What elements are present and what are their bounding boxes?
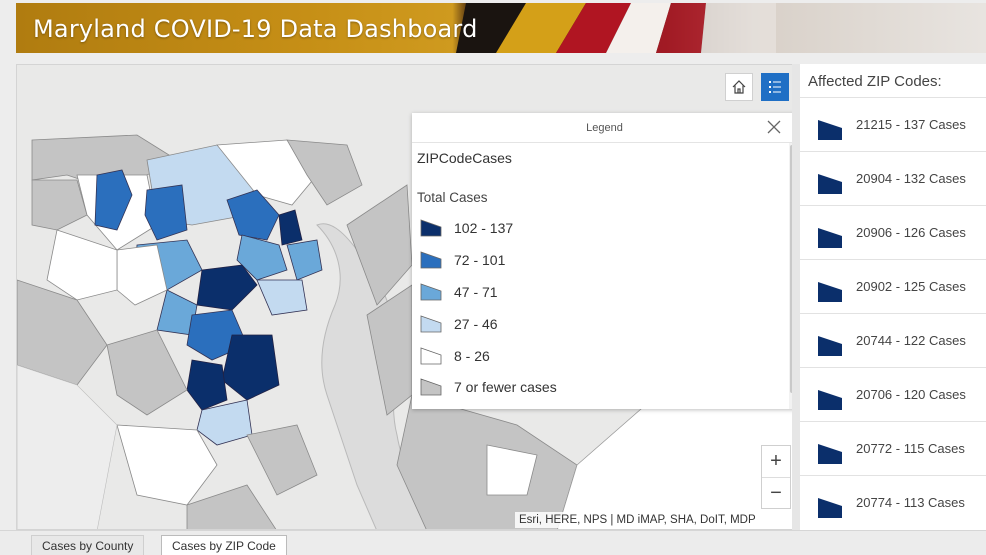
- legend-list-icon: [769, 81, 781, 93]
- legend-class-label: 27 - 46: [454, 316, 498, 332]
- list-item[interactable]: 20706 - 120 Cases: [800, 367, 986, 420]
- legend-title: Legend: [586, 122, 623, 134]
- list-item[interactable]: 20774 - 113 Cases: [800, 475, 986, 528]
- legend-header: Legend: [412, 113, 794, 143]
- legend-swatch: [420, 315, 442, 333]
- map-attribution: Esri, HERE, NPS | MD iMAP, SHA, DoIT, MD…: [515, 512, 760, 528]
- maryland-flag-graphic: [456, 3, 776, 53]
- list-item-label: 21215 - 137 Cases: [856, 116, 966, 132]
- legend-swatch: [420, 219, 442, 237]
- legend-swatch: [420, 251, 442, 269]
- legend-class: 47 - 71: [420, 281, 498, 303]
- legend-class-label: 102 - 137: [454, 220, 514, 236]
- home-icon: [732, 80, 746, 94]
- list-item[interactable]: 20744 - 122 Cases: [800, 313, 986, 366]
- list-item-label: 20706 - 120 Cases: [856, 386, 966, 402]
- legend-swatch: [420, 283, 442, 301]
- zip-marker-icon: [818, 174, 842, 194]
- zoom-control: + −: [761, 445, 791, 509]
- list-item-label: 20774 - 113 Cases: [856, 494, 965, 510]
- tab-bar: Cases by County Cases by ZIP Code: [0, 530, 986, 555]
- legend-swatch: [420, 378, 442, 396]
- legend-class: 8 - 26: [420, 345, 490, 367]
- legend-toggle-button[interactable]: [761, 73, 789, 101]
- legend-layer-name: ZIPCodeCases: [417, 150, 512, 166]
- zip-marker-icon: [818, 444, 842, 464]
- legend-class: 27 - 46: [420, 313, 498, 335]
- zip-list-panel: Affected ZIP Codes: 21215 - 137 Cases 20…: [800, 64, 986, 530]
- list-item[interactable]: 20904 - 132 Cases: [800, 151, 986, 204]
- list-item[interactable]: 20906 - 126 Cases: [800, 205, 986, 258]
- zip-marker-icon: [818, 498, 842, 518]
- legend-panel: Legend ZIPCodeCases Total Cases 102 - 13…: [412, 113, 794, 409]
- legend-class: 72 - 101: [420, 249, 505, 271]
- legend-class: 102 - 137: [420, 217, 513, 239]
- zip-marker-icon: [818, 336, 842, 356]
- zip-marker-icon: [818, 120, 842, 140]
- zip-choropleth-map[interactable]: [17, 65, 795, 530]
- tab-cases-by-county[interactable]: Cases by County: [31, 535, 145, 555]
- list-item-label: 20906 - 126 Cases: [856, 224, 966, 240]
- list-scrollbar[interactable]: [792, 64, 800, 530]
- list-item-label: 20772 - 115 Cases: [856, 440, 965, 456]
- dashboard-title: Maryland COVID-19 Data Dashboard: [33, 15, 478, 43]
- list-item[interactable]: 21215 - 137 Cases: [800, 97, 986, 150]
- list-item-label: 20904 - 132 Cases: [856, 170, 966, 186]
- list-item[interactable]: 20902 - 125 Cases: [800, 259, 986, 312]
- header-banner: Maryland COVID-19 Data Dashboard: [16, 3, 986, 53]
- list-title: Affected ZIP Codes:: [808, 73, 942, 90]
- zoom-out-button[interactable]: −: [762, 477, 790, 508]
- home-button[interactable]: [725, 73, 753, 101]
- zip-marker-icon: [818, 390, 842, 410]
- legend-class-label: 72 - 101: [454, 252, 506, 268]
- tab-cases-by-zip-code[interactable]: Cases by ZIP Code: [161, 535, 287, 555]
- zip-marker-icon: [818, 228, 842, 248]
- legend-class-label: 7 or fewer cases: [454, 379, 557, 395]
- close-icon[interactable]: [765, 118, 783, 136]
- legend-field-name: Total Cases: [417, 190, 488, 205]
- zoom-in-button[interactable]: +: [770, 450, 782, 472]
- list-item-label: 20744 - 122 Cases: [856, 332, 966, 348]
- list-item[interactable]: 20772 - 115 Cases: [800, 421, 986, 474]
- legend-class-label: 47 - 71: [454, 284, 498, 300]
- legend-class-label: 8 - 26: [454, 348, 490, 364]
- legend-class: 7 or fewer cases: [420, 376, 557, 398]
- legend-swatch: [420, 347, 442, 365]
- zip-marker-icon: [818, 282, 842, 302]
- map-view[interactable]: + − Esri, HERE, NPS | MD iMAP, SHA, DoIT…: [16, 64, 795, 530]
- list-item-label: 20902 - 125 Cases: [856, 278, 966, 294]
